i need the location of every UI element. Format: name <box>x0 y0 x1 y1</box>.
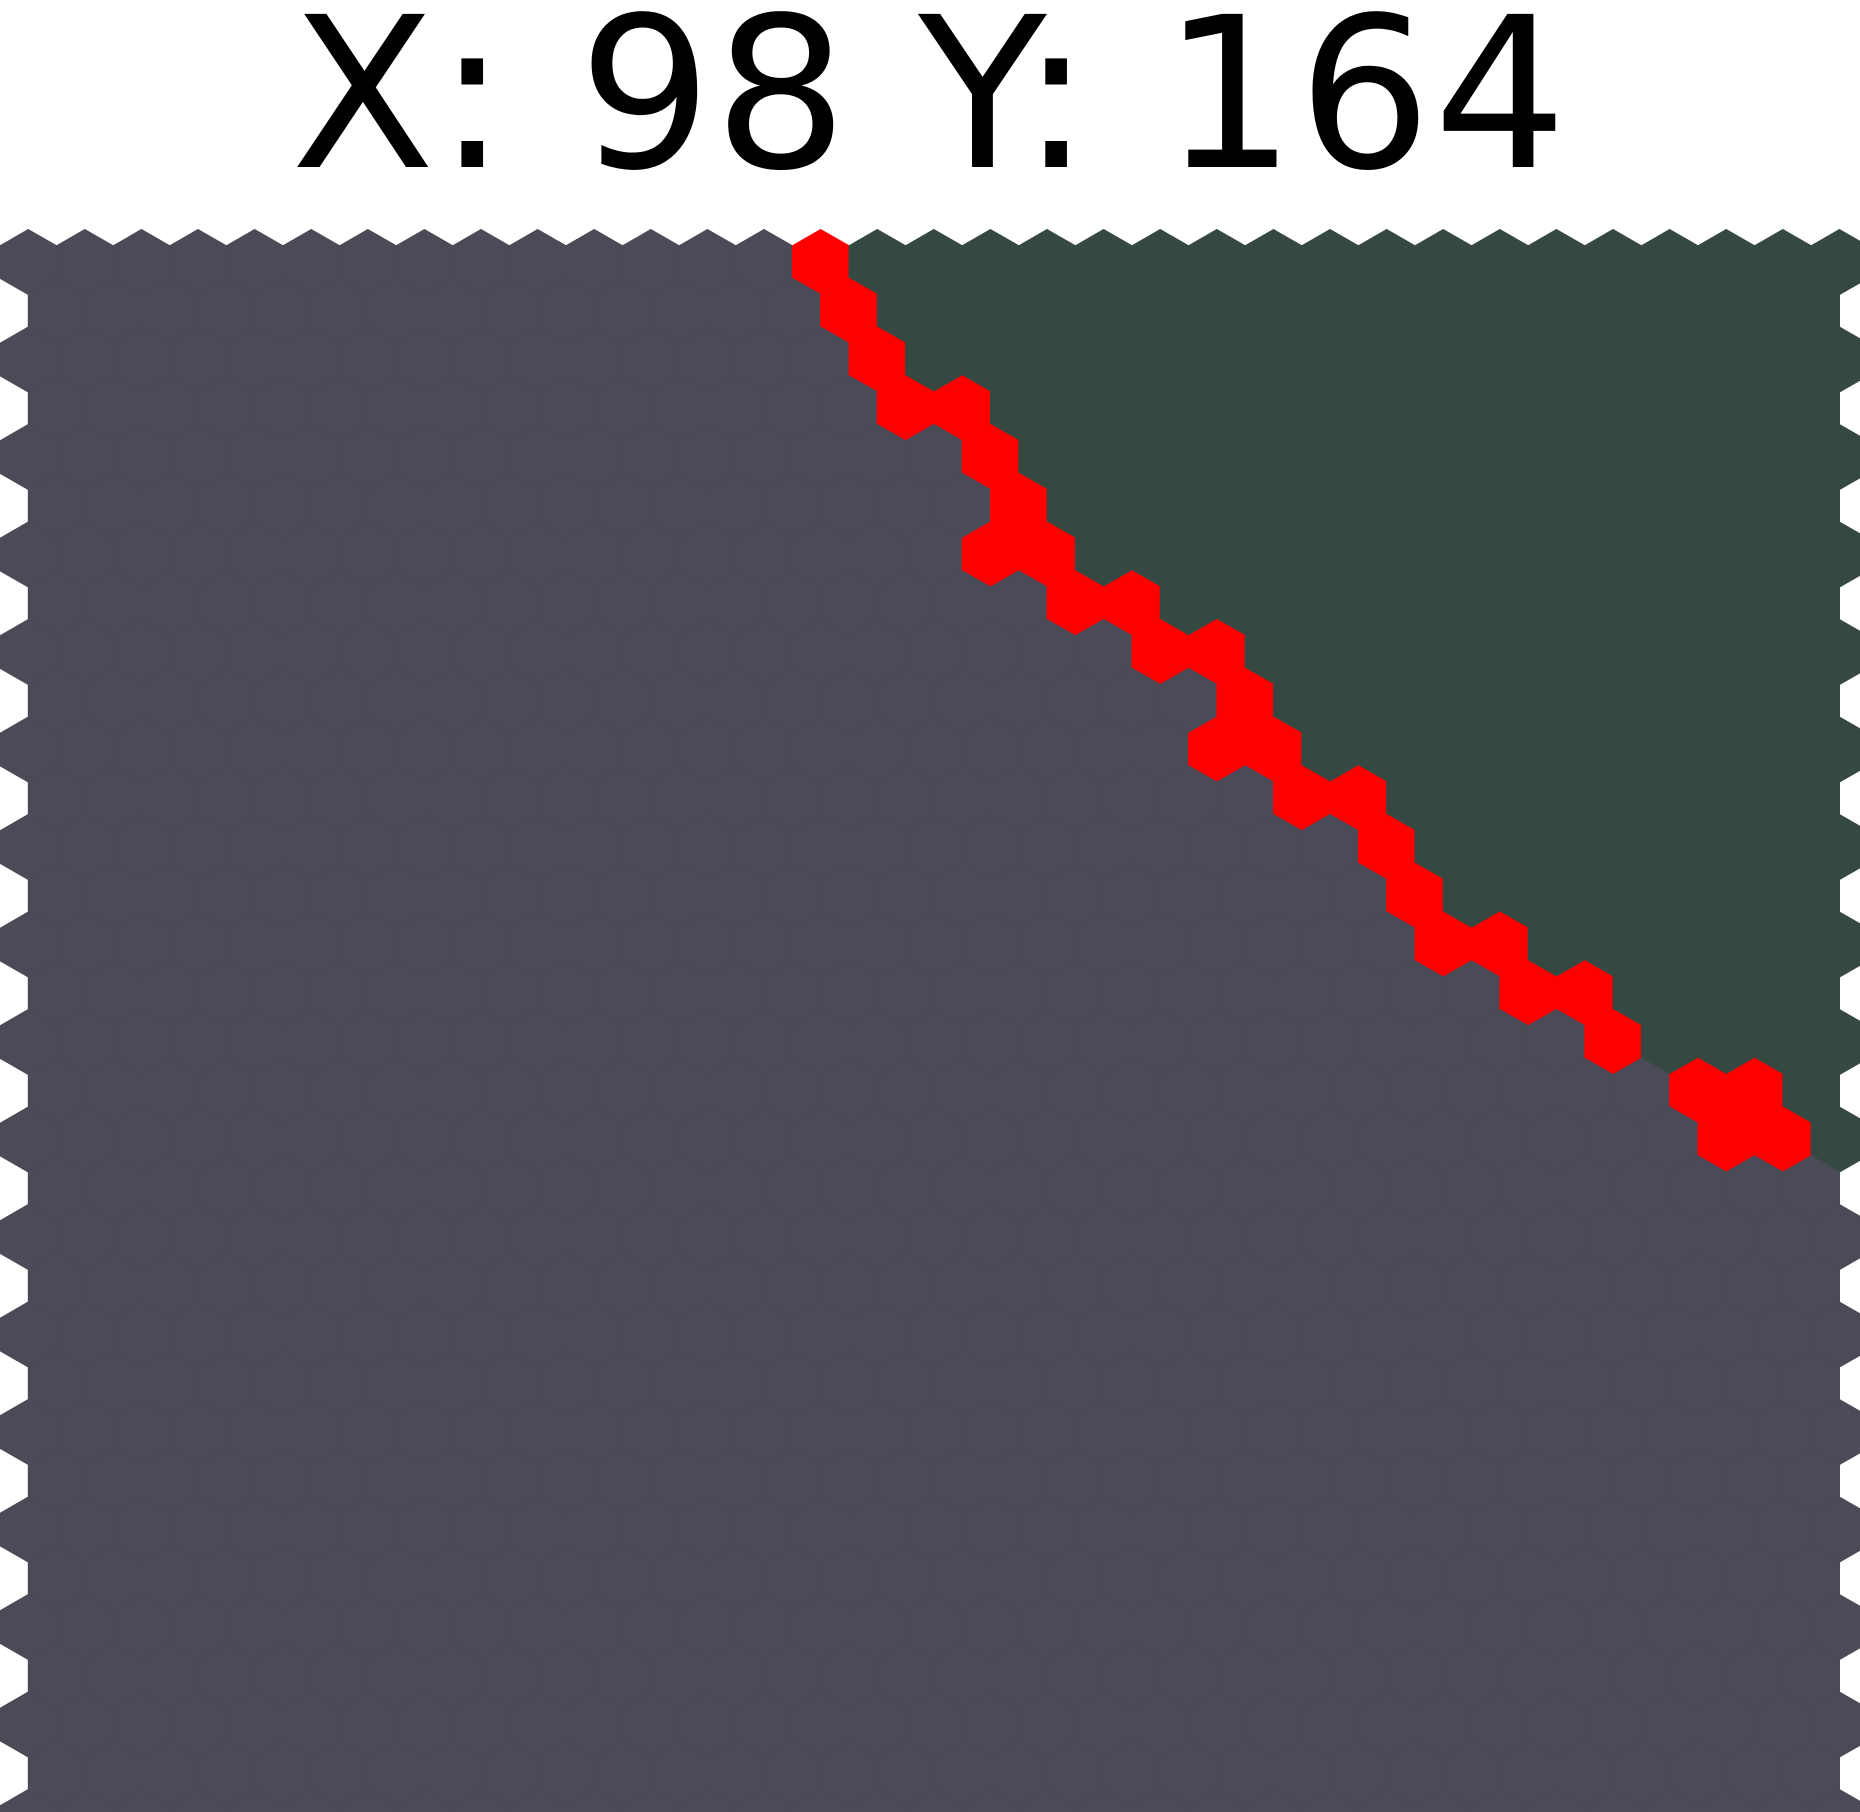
x-value: 98 <box>578 0 850 217</box>
grey-hex[interactable] <box>1810 1788 1860 1812</box>
coordinate-readout: X: 98 Y: 164 <box>0 0 1860 200</box>
hex-grid <box>0 228 1860 1812</box>
x-label: X: <box>290 0 510 217</box>
y-label: Y: <box>918 0 1094 217</box>
y-value: 164 <box>1162 0 1570 217</box>
